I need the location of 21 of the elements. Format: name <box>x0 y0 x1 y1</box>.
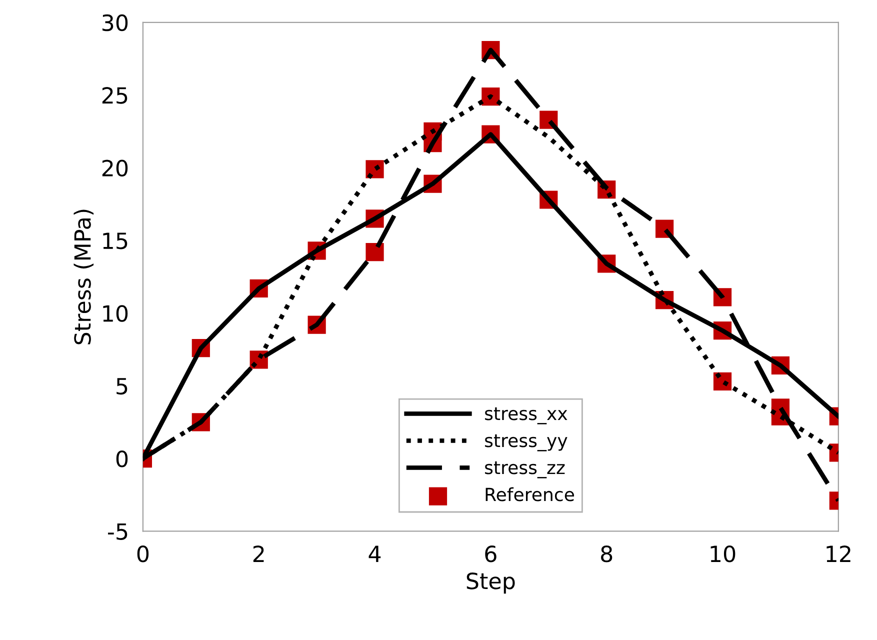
y-axis-title: Stress (MPa) <box>74 210 94 344</box>
x-tick-label: 0 <box>137 545 149 562</box>
y-tick-label: 0 <box>116 450 128 468</box>
x-tick-label: 4 <box>368 546 381 562</box>
legend-label: stress_zz <box>485 461 565 478</box>
y-tick-label: 5 <box>116 378 128 395</box>
y-tick-label: 25 <box>102 87 128 104</box>
y-tick-label: 15 <box>103 232 128 250</box>
x-tick-label: 8 <box>601 545 612 562</box>
legend-label: Reference <box>486 487 574 502</box>
y-tick-label: -5 <box>108 523 128 540</box>
x-tick-label: 12 <box>826 545 850 562</box>
y-tick-label: 10 <box>103 305 128 322</box>
y-tick-label: 20 <box>102 160 128 177</box>
x-tick-label: 10 <box>710 545 736 562</box>
legend-label: stress_yy <box>485 434 568 452</box>
x-axis-title: Step <box>466 572 515 594</box>
x-tick-label: 2 <box>253 545 264 562</box>
y-tick-label: 30 <box>102 14 128 32</box>
x-tick-label: 6 <box>485 545 496 562</box>
legend-label: stress_xx <box>485 407 568 424</box>
